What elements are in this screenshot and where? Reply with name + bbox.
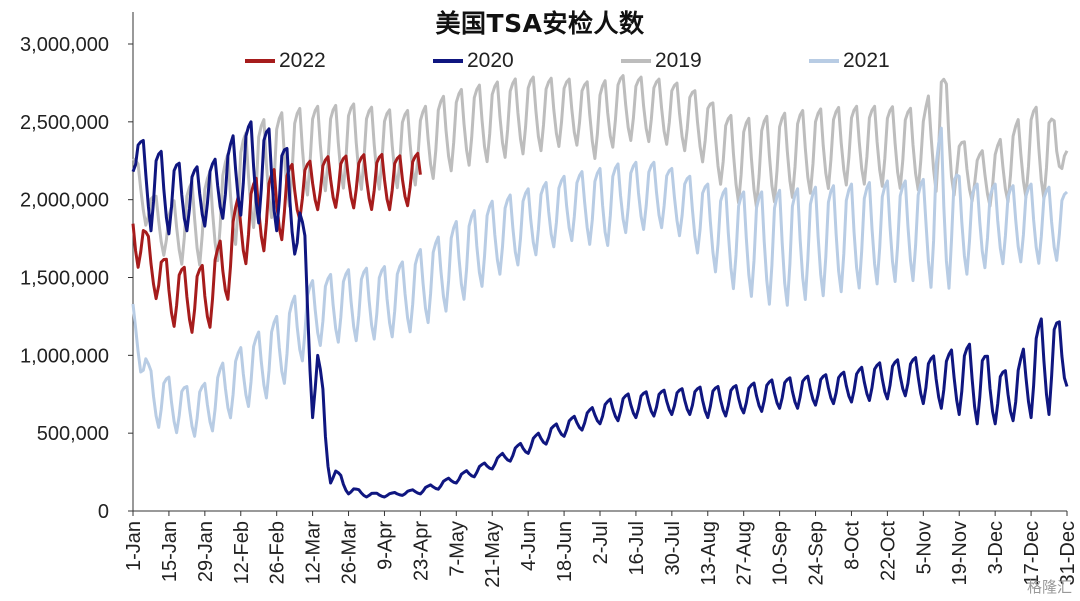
x-tick-label: 7-May <box>446 521 468 577</box>
legend-label-2020: 2020 <box>467 49 514 72</box>
x-tick-label: 19-Nov <box>949 521 971 585</box>
legend-item-2020: 2020 <box>433 46 514 76</box>
y-tick-label: 500,000 <box>37 423 109 445</box>
legend-item-2022: 2022 <box>245 46 326 76</box>
x-tick-label: 13-Aug <box>698 521 720 586</box>
x-tick-label: 18-Jun <box>554 521 576 582</box>
x-tick-label: 15-Jan <box>159 521 181 582</box>
legend: 2022 2020 2019 2021 <box>0 46 1080 76</box>
series-line-2022 <box>131 151 422 334</box>
legend-swatch-2022 <box>245 59 275 63</box>
legend-label-2022: 2022 <box>279 49 326 72</box>
series-line-2020 <box>131 120 1069 499</box>
x-tick-label: 3-Dec <box>985 521 1007 574</box>
x-tick-label: 26-Mar <box>339 521 361 585</box>
x-tick-label: 1-Jan <box>123 521 145 571</box>
legend-item-2021: 2021 <box>809 46 890 76</box>
y-tick-label: 2,000,000 <box>20 190 109 212</box>
chart-title: 美国TSA安检人数 <box>435 9 645 38</box>
x-tick-label: 17-Dec <box>1021 521 1043 585</box>
x-tick-label: 21-May <box>482 521 504 588</box>
x-tick-label: 12-Mar <box>303 521 325 585</box>
x-tick-label: 31-Dec <box>1057 521 1079 585</box>
x-tick-label: 22-Oct <box>877 521 899 581</box>
x-tick-label: 2-Jul <box>590 521 612 564</box>
y-tick-label: 2,500,000 <box>20 112 109 134</box>
x-tick-label: 5-Nov <box>913 521 935 574</box>
watermark-text: 格隆汇 <box>1026 578 1072 596</box>
x-tick-label: 8-Oct <box>841 521 863 570</box>
x-tick-label: 23-Apr <box>410 521 432 581</box>
x-tick-label: 24-Sep <box>806 521 828 586</box>
x-tick-label: 10-Sep <box>770 521 792 586</box>
legend-swatch-2020 <box>433 59 463 63</box>
x-tick-label: 30-Jul <box>662 521 684 575</box>
x-tick-label: 4-Jun <box>518 521 540 571</box>
legend-label-2021: 2021 <box>843 49 890 72</box>
y-tick-label: 0 <box>98 501 109 523</box>
legend-item-2019: 2019 <box>621 46 702 76</box>
x-tick-label: 26-Feb <box>267 521 289 584</box>
legend-swatch-2019 <box>621 59 651 63</box>
legend-swatch-2021 <box>809 59 839 63</box>
x-tick-label: 12-Feb <box>231 521 253 584</box>
x-tick-label: 27-Aug <box>734 521 756 586</box>
y-tick-label: 1,000,000 <box>20 345 109 367</box>
x-tick-label: 29-Jan <box>195 521 217 582</box>
series-line-2021 <box>131 126 1069 438</box>
y-tick-label: 1,500,000 <box>20 268 109 290</box>
y-tick-label: 3,000,000 <box>20 34 109 56</box>
x-tick-label: 16-Jul <box>626 521 648 575</box>
legend-label-2019: 2019 <box>655 49 702 72</box>
x-tick-label: 9-Apr <box>374 521 396 570</box>
